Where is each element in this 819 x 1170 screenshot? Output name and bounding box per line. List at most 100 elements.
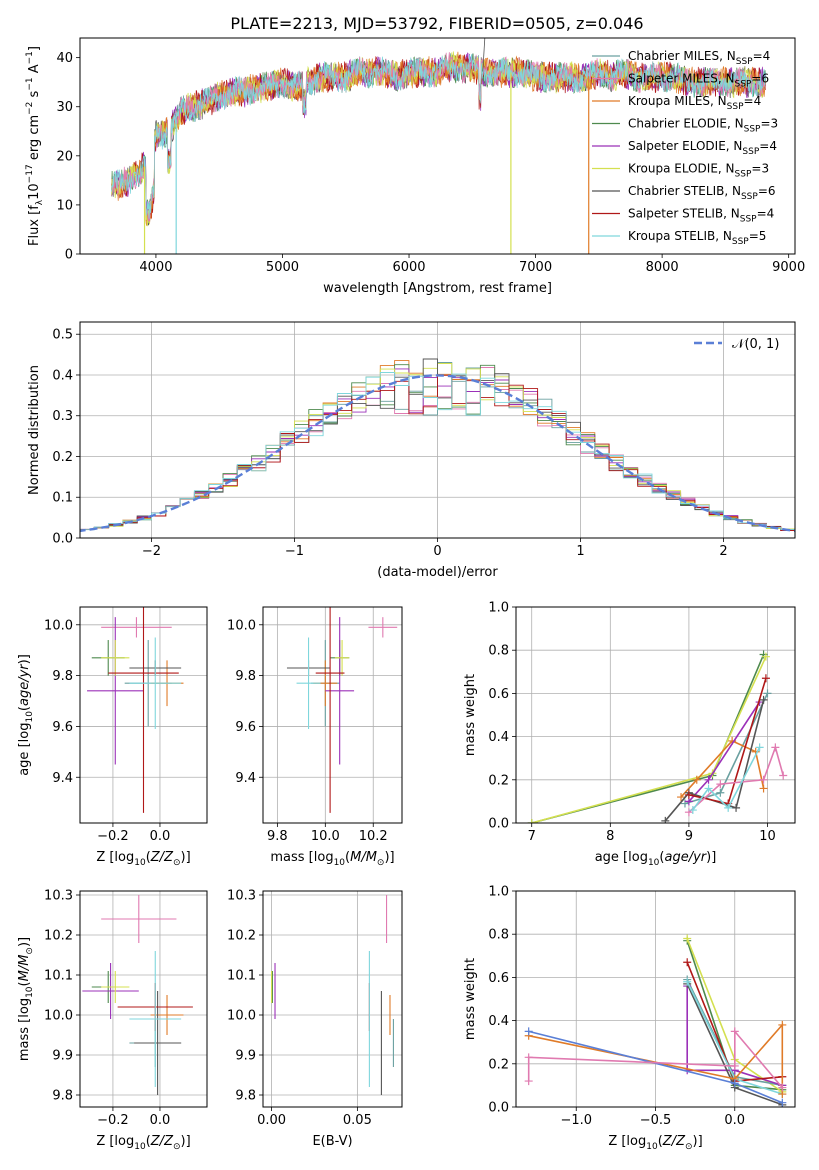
weight-marker-c3	[778, 1020, 787, 1029]
weight-marker-c7	[661, 816, 670, 823]
y-axis-label: mass weight	[463, 958, 478, 1040]
spectrum-series-c9	[111, 54, 766, 219]
x-tick-label: −0.2	[97, 829, 129, 844]
label-segment: (	[17, 981, 32, 986]
normal-curve	[80, 374, 795, 533]
label-segment: =4	[744, 94, 762, 108]
axes-frame	[79, 606, 208, 824]
label-segment: 10	[334, 858, 346, 868]
panel-age-vs-mass: 9.8 10.0 10.2 9.4 9.6 9.8 10.0 mass [log10​(M/M…	[227, 606, 403, 868]
y-tick-label: 0.5	[52, 328, 73, 343]
y-tick-label: 0.0	[52, 532, 73, 547]
label-segment: mass weight	[463, 674, 478, 756]
x-tick-label: 1	[576, 544, 584, 559]
weight-marker-c2	[779, 771, 788, 780]
weight-marker-norm	[524, 1027, 533, 1036]
label-segment: −2	[25, 102, 35, 115]
errorbar-point-c6	[101, 640, 130, 676]
y-tick-label: 0.6	[488, 687, 509, 702]
label-segment: (	[146, 1134, 151, 1149]
weight-marker-c8	[683, 958, 692, 967]
label-segment: 10	[25, 986, 35, 998]
x-tick-label: 0.05	[343, 1113, 372, 1128]
errorbar-point-c3	[150, 995, 184, 1035]
label-segment: (	[146, 850, 151, 865]
label-segment: λ	[35, 199, 45, 205]
residuals-legend: 𝒩(0, 1)	[694, 337, 779, 352]
label-segment: )]	[181, 1134, 191, 1149]
x-tick-label: 0.00	[257, 1113, 286, 1128]
label-segment: wavelength [Angstrom, rest frame]	[323, 281, 552, 296]
label-segment: SSP	[727, 102, 744, 112]
label-segment: A	[27, 64, 42, 77]
label-segment: −1	[25, 51, 35, 64]
weight-marker-c9	[755, 743, 764, 752]
label-segment: mass [log	[17, 998, 32, 1061]
label-segment: Z [log	[96, 850, 134, 865]
weight-marker-c6	[761, 652, 770, 661]
label-segment: mass [log	[270, 850, 333, 865]
x-tick-label: 0	[433, 544, 441, 559]
x-tick-label: 0.0	[724, 1113, 745, 1128]
y-tick-label: 9.8	[235, 1089, 256, 1104]
label-segment: Flux [f	[27, 205, 42, 246]
x-tick-label: 5000	[266, 260, 299, 275]
label-segment: Z [log	[96, 1134, 134, 1149]
plot-area	[527, 650, 788, 823]
errorbar-point-c2	[101, 895, 177, 943]
errorbar-point-c6	[334, 640, 350, 676]
y-tick-label: 10	[56, 198, 73, 213]
y-tick-label: 9.8	[52, 669, 73, 684]
label-segment: Normed distribution	[27, 365, 42, 495]
y-axis-label: age [log10​(age/yr)]	[17, 654, 35, 776]
label-segment: =4	[759, 139, 777, 153]
legend-entry: Salpeter STELIB, NSSP​=4	[628, 207, 774, 225]
label-segment: )]	[693, 1134, 703, 1149]
y-tick-label: 0.0	[488, 817, 509, 832]
x-tick-label: 7000	[519, 260, 552, 275]
histogram-c9	[80, 372, 795, 533]
label-segment: ⊙	[685, 1142, 693, 1152]
label-segment: =6	[751, 72, 769, 86]
label-segment: ]	[27, 46, 42, 51]
plot-area	[271, 895, 394, 1095]
y-tick-label: 20	[56, 149, 73, 164]
axes-frame	[515, 606, 796, 824]
label-segment: )]	[384, 850, 394, 865]
legend-entry: Salpeter ELODIE, NSSP​=4	[628, 139, 777, 157]
label-segment: SSP	[744, 125, 761, 135]
x-tick-label: −1.0	[560, 1113, 592, 1128]
label-segment: ⊙	[25, 947, 35, 955]
y-tick-label: 10.2	[227, 929, 256, 944]
label-segment: ⊙	[173, 858, 181, 868]
y-tick-label: 9.8	[52, 1089, 73, 1104]
label-segment: M/M	[350, 850, 377, 865]
errorbar-point-c6	[101, 971, 130, 1003]
y-tick-label: 10.2	[44, 929, 73, 944]
label-segment: Kroupa ELODIE, N	[628, 162, 735, 176]
label-segment: age/yr	[664, 850, 707, 865]
label-segment: )]	[17, 937, 32, 947]
label-segment: age [log	[595, 850, 648, 865]
x-tick-label: 6000	[392, 260, 425, 275]
weight-marker-norm	[730, 1079, 739, 1088]
weight-marker-c2	[759, 775, 768, 784]
y-tick-label: 0.1	[52, 491, 73, 506]
x-tick-label: 8000	[646, 260, 679, 275]
label-segment: 10	[27, 183, 42, 200]
y-axis-label: Flux [fλ​10−17​ erg cm−2​ s−1​ A−1​]	[25, 46, 45, 246]
x-tick-label: 10	[759, 829, 776, 844]
errorbar-point-c9	[296, 637, 321, 729]
x-axis-label: E(B-V)	[312, 1134, 352, 1149]
plot-area	[286, 607, 398, 813]
x-tick-label: 2	[719, 544, 727, 559]
weight-marker-c6	[527, 819, 536, 823]
y-tick-label: 10.0	[44, 618, 73, 633]
x-tick-label: 0.0	[150, 1113, 171, 1128]
x-tick-label: −1	[285, 544, 304, 559]
label-segment: Z/Z	[150, 850, 174, 865]
legend-entry: Chabrier MILES, NSSP​=4	[628, 49, 770, 67]
label-segment: −1	[25, 77, 35, 90]
panel-weight-vs-age: 7 8 9 10 0.0 0.2 0.4 0.6 0.8 1.0 age [log10​(age/y…	[463, 601, 796, 868]
